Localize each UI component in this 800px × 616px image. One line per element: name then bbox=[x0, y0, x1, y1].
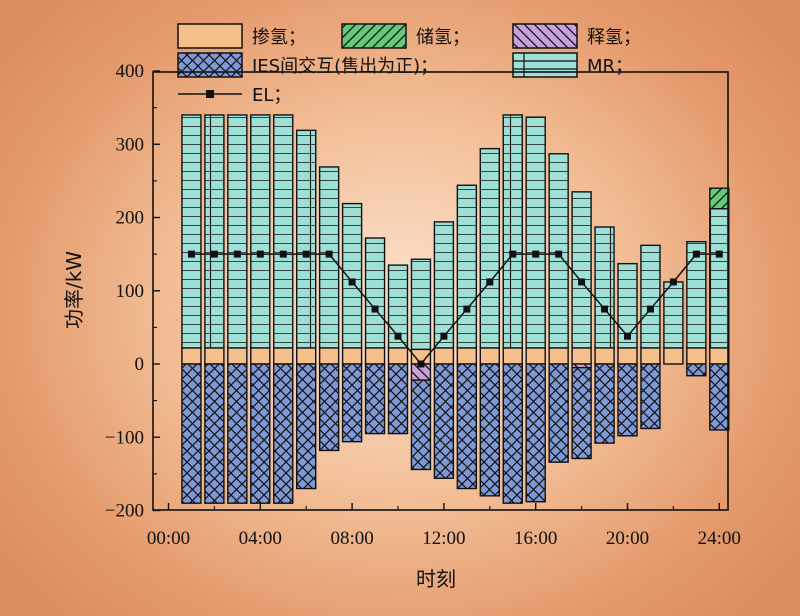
legend-label-blend-h2: 掺氢； bbox=[252, 27, 306, 48]
bar-blend-h2 bbox=[617, 347, 638, 365]
bar-blend-h2 bbox=[364, 347, 386, 365]
el-point bbox=[669, 278, 677, 286]
bar-blend-h2 bbox=[387, 347, 409, 365]
y-tick-label: 200 bbox=[116, 208, 145, 229]
el-point bbox=[210, 250, 218, 258]
bar-blend-h2 bbox=[686, 347, 707, 365]
x-tick-label: 12:00 bbox=[422, 528, 465, 549]
el-point bbox=[692, 250, 700, 258]
el-line bbox=[191, 253, 720, 366]
x-axis-title: 时刻 bbox=[416, 567, 456, 591]
legend-label-release-h2: 释氢； bbox=[587, 27, 641, 48]
legend-label-el: EL； bbox=[252, 85, 291, 106]
legend: 掺氢； 储氢； 释氢； IES间交互(售出为正)； MR； EL； bbox=[177, 23, 641, 106]
el-point bbox=[348, 278, 356, 286]
legend-label-store-h2: 储氢； bbox=[416, 27, 470, 48]
plot-area: −200 −100 0 100 200 300 400 00:00 04:00 08:00 12:0… bbox=[105, 61, 741, 549]
el-point bbox=[256, 250, 264, 258]
el-point bbox=[302, 250, 310, 258]
el-point bbox=[555, 250, 563, 258]
y-tick-label: −200 bbox=[105, 501, 144, 522]
bar-blend-h2 bbox=[273, 347, 294, 365]
el-point bbox=[715, 250, 723, 258]
legend-label-mr: MR； bbox=[587, 56, 633, 77]
el-point bbox=[601, 305, 609, 313]
bar-blend-h2 bbox=[227, 347, 248, 365]
legend-label-ies: IES间交互(售出为正)； bbox=[252, 56, 438, 77]
bar-blend-h2 bbox=[502, 347, 523, 365]
bar-blend-h2 bbox=[594, 347, 615, 365]
bar-blend-h2 bbox=[318, 347, 340, 365]
legend-swatch-blend-h2 bbox=[177, 23, 243, 49]
el-point bbox=[532, 250, 540, 258]
bar-blend-h2 bbox=[548, 347, 569, 365]
x-tick-label: 20:00 bbox=[606, 528, 649, 549]
el-point bbox=[187, 250, 195, 258]
el-point bbox=[325, 250, 333, 258]
el-point bbox=[624, 332, 631, 340]
bar-blend-h2 bbox=[456, 347, 478, 365]
bar-blend-h2 bbox=[341, 347, 363, 365]
legend-swatch-mr bbox=[512, 52, 578, 78]
el-point bbox=[509, 250, 517, 258]
x-tick-label: 16:00 bbox=[514, 528, 557, 549]
el-point bbox=[463, 305, 471, 313]
x-tick-label: 00:00 bbox=[147, 528, 190, 549]
y-tick-label: −100 bbox=[105, 427, 144, 448]
bar-blend-h2 bbox=[204, 347, 225, 365]
bar-blend-h2 bbox=[181, 347, 202, 365]
el-point bbox=[417, 360, 425, 368]
bar-blend-h2 bbox=[479, 347, 500, 365]
bar-blend-h2 bbox=[640, 347, 661, 365]
el-point bbox=[578, 278, 586, 286]
bar-blend-h2 bbox=[433, 347, 455, 365]
bar-blend-h2 bbox=[525, 347, 546, 365]
el-point bbox=[440, 332, 448, 340]
y-tick-label: 400 bbox=[116, 61, 145, 82]
x-tick-label: 24:00 bbox=[698, 528, 741, 549]
bar-blend-h2 bbox=[250, 347, 271, 365]
bar-blend-h2 bbox=[296, 347, 317, 365]
y-tick-label: 100 bbox=[116, 281, 145, 302]
y-tick-label: 0 bbox=[135, 354, 145, 375]
bar-blend-h2 bbox=[709, 347, 730, 365]
y-axis-title: 功率/kW bbox=[62, 251, 86, 329]
y-tick-label: 300 bbox=[116, 134, 145, 155]
el-point bbox=[646, 305, 654, 313]
x-tick-label: 08:00 bbox=[330, 528, 373, 549]
el-point bbox=[371, 305, 379, 313]
x-tick-label: 04:00 bbox=[239, 528, 282, 549]
el-point bbox=[233, 250, 241, 258]
bar-blend-h2 bbox=[663, 347, 684, 365]
el-point bbox=[394, 332, 402, 340]
el-point bbox=[486, 278, 494, 286]
el-point bbox=[279, 250, 287, 258]
bar-blend-h2 bbox=[571, 347, 592, 365]
